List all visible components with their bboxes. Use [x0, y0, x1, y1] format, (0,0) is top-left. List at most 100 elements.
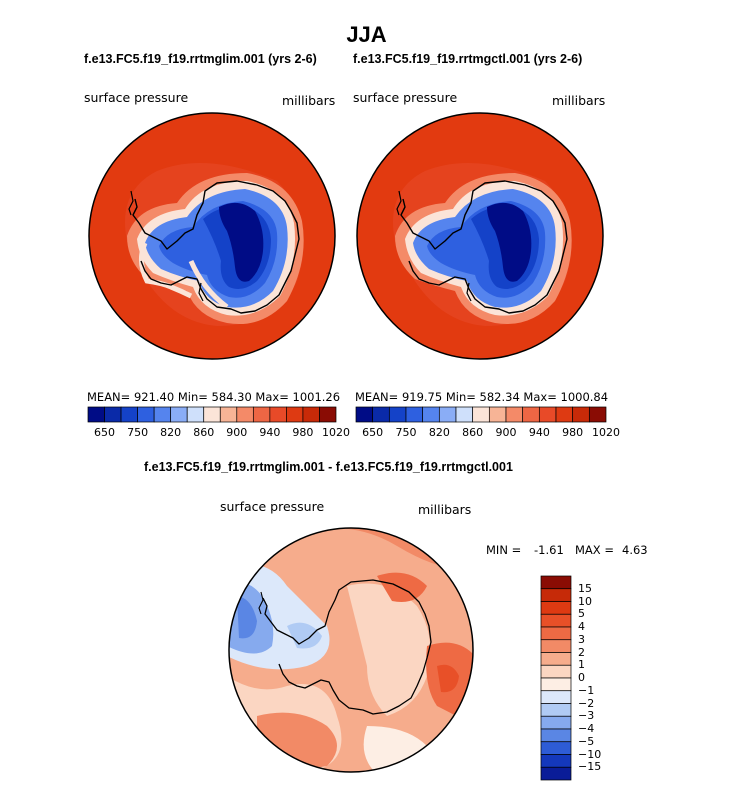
- colorbar-swatch: [219, 406, 238, 423]
- colorbar-tick-label: 1: [578, 658, 585, 672]
- colorbar-swatch: [422, 406, 440, 423]
- colorbar-swatch: [540, 601, 572, 615]
- colorbar-swatch: [170, 406, 188, 423]
- colorbar-swatch: [438, 406, 457, 423]
- colorbar-swatch: [540, 664, 572, 679]
- difference-subtitle: f.e13.FC5.f19_f19.rrtmglim.001 - f.e13.F…: [144, 460, 513, 474]
- difference-units-label: millibars: [418, 502, 472, 517]
- colorbar-tick-label: 820: [428, 426, 450, 439]
- colorbar-swatch: [186, 406, 205, 423]
- colorbar-swatch: [488, 406, 507, 423]
- colorbar-tick-label: 3: [578, 632, 585, 646]
- colorbar-swatch: [540, 652, 572, 666]
- colorbar-swatch: [540, 613, 572, 628]
- colorbar-tick-label: 2: [578, 645, 585, 659]
- panel-right-stats: MEAN= 919.75 Min= 582.34 Max= 1000.84: [355, 390, 609, 404]
- colorbar-swatch: [540, 766, 572, 781]
- colorbar-swatch: [505, 406, 524, 423]
- colorbar-swatch: [236, 406, 254, 423]
- panel-left-units-label: millibars: [282, 93, 336, 108]
- colorbar-swatch: [153, 406, 172, 423]
- colorbar-tick-label: 5: [578, 607, 585, 621]
- colorbar-tick-label: 1020: [592, 426, 620, 439]
- colorbar-tick-label: −10: [578, 747, 602, 761]
- difference-colorbar: [540, 575, 572, 781]
- colorbar-swatch: [252, 406, 271, 423]
- colorbar-tick-label: 980: [292, 426, 314, 439]
- colorbar-swatch: [540, 741, 572, 755]
- panel-left-colorbar: [87, 406, 337, 423]
- colorbar-tick-label: 820: [160, 426, 182, 439]
- colorbar-tick-label: −3: [578, 709, 595, 723]
- difference-variable-label: surface pressure: [220, 499, 325, 514]
- colorbar-tick-label: 750: [395, 426, 417, 439]
- panel-right-variable-label: surface pressure: [353, 90, 458, 105]
- difference-map: [228, 527, 474, 773]
- colorbar-swatch: [540, 754, 572, 768]
- colorbar-tick-label: 650: [94, 426, 116, 439]
- colorbar-swatch: [372, 406, 390, 423]
- colorbar-tick-label: −15: [578, 760, 602, 774]
- difference-colorbar-ticks: 15 10 5 4 3 2 1 0 −1 −2 −3 −4 −5 −10 −15: [578, 576, 628, 780]
- colorbar-swatch: [540, 575, 572, 590]
- panel-left-subtitle: f.e13.FC5.f19_f19.rrtmglim.001 (yrs 2-6): [84, 52, 317, 66]
- panel-right-colorbar-ticks: 650 750 820 860 900 940 980 1020: [356, 426, 620, 440]
- colorbar-swatch: [120, 406, 138, 423]
- colorbar-swatch: [540, 690, 572, 704]
- colorbar-swatch: [302, 406, 320, 423]
- colorbar-tick-label: 10: [578, 594, 592, 608]
- colorbar-tick-label: −5: [578, 734, 595, 748]
- colorbar-tick-label: 1020: [322, 426, 350, 439]
- colorbar-tick-label: 4: [578, 620, 585, 633]
- panel-left-variable-label: surface pressure: [84, 90, 189, 105]
- colorbar-swatch: [540, 588, 572, 602]
- colorbar-swatch: [540, 677, 572, 692]
- panel-left-stats: MEAN= 921.40 Min= 584.30 Max= 1001.26: [87, 390, 341, 404]
- colorbar-swatch: [588, 406, 607, 423]
- colorbar-swatch: [540, 728, 572, 743]
- colorbar-tick-label: 15: [578, 581, 592, 595]
- difference-min-label: MIN =: [486, 543, 522, 557]
- colorbar-swatch: [286, 406, 304, 423]
- colorbar-swatch: [388, 406, 407, 423]
- colorbar-tick-label: 900: [226, 426, 248, 439]
- colorbar-swatch: [269, 406, 287, 423]
- colorbar-swatch: [538, 406, 557, 423]
- colorbar-tick-label: 940: [528, 426, 550, 439]
- colorbar-swatch: [137, 406, 155, 423]
- colorbar-swatch: [87, 406, 105, 423]
- colorbar-swatch: [319, 406, 337, 423]
- colorbar-tick-label: 900: [495, 426, 517, 439]
- colorbar-swatch: [472, 406, 490, 423]
- colorbar-tick-label: −2: [578, 696, 595, 710]
- difference-min-value: -1.61: [534, 543, 564, 557]
- panel-right-subtitle: f.e13.FC5.f19_f19.rrtmgctl.001 (yrs 2-6): [353, 52, 583, 66]
- panel-right-map: [356, 112, 604, 360]
- difference-max-value: 4.63: [622, 543, 648, 557]
- colorbar-swatch: [540, 626, 572, 641]
- panel-left-map: [88, 112, 336, 360]
- colorbar-tick-label: −1: [578, 683, 595, 697]
- colorbar-swatch: [540, 703, 572, 717]
- colorbar-tick-label: 650: [362, 426, 384, 439]
- panel-right-colorbar: [355, 406, 607, 423]
- colorbar-swatch: [555, 406, 574, 423]
- colorbar-tick-label: 0: [578, 671, 585, 684]
- panel-left-colorbar-ticks: 650 750 820 860 900 940 980 1020: [88, 426, 350, 440]
- colorbar-swatch: [540, 715, 572, 730]
- colorbar-swatch: [203, 406, 221, 423]
- colorbar-tick-label: −4: [578, 722, 595, 735]
- figure-title: JJA: [346, 22, 387, 47]
- colorbar-tick-label: 860: [193, 426, 215, 439]
- difference-max-label: MAX =: [575, 543, 614, 557]
- colorbar-swatch: [104, 406, 122, 423]
- colorbar-tick-label: 940: [259, 426, 281, 439]
- colorbar-swatch: [522, 406, 540, 423]
- colorbar-tick-label: 860: [462, 426, 484, 439]
- panel-right-units-label: millibars: [552, 93, 606, 108]
- colorbar-swatch: [455, 406, 474, 423]
- colorbar-swatch: [540, 639, 572, 653]
- colorbar-swatch: [355, 406, 374, 423]
- colorbar-tick-label: 750: [127, 426, 149, 439]
- colorbar-swatch: [572, 406, 590, 423]
